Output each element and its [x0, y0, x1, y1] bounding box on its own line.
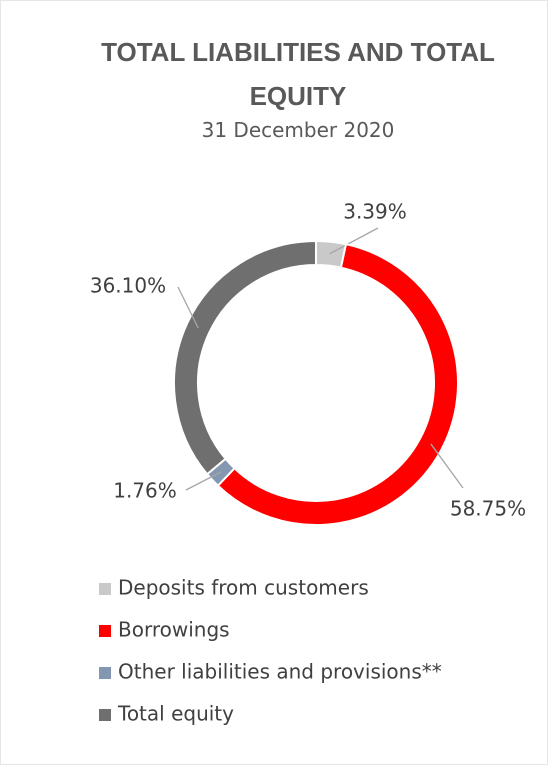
legend-label: Total equity	[117, 702, 234, 726]
legend-label: Other liabilities and provisions**	[118, 660, 442, 684]
legend-label: Borrowings	[118, 618, 230, 642]
data-label: 1.76%	[113, 479, 177, 503]
data-label: 58.75%	[450, 497, 526, 521]
legend-swatch	[99, 667, 111, 679]
leader-line	[329, 227, 379, 255]
data-label: 3.39%	[343, 200, 407, 224]
donut-segment	[216, 243, 459, 526]
data-label: 36.10%	[90, 274, 166, 298]
donut-segment	[173, 239, 317, 476]
chart-subtitle: 31 December 2020	[201, 118, 395, 142]
legend-swatch	[99, 625, 111, 637]
legend-swatch	[99, 709, 111, 721]
legend-label: Deposits from customers	[118, 576, 369, 600]
leader-line	[430, 443, 464, 489]
chart-title: TOTAL LIABILITIES AND TOTAL EQUITY	[101, 37, 495, 111]
leader-line	[185, 471, 222, 491]
legend-swatch	[99, 583, 111, 595]
leader-line	[177, 286, 199, 329]
